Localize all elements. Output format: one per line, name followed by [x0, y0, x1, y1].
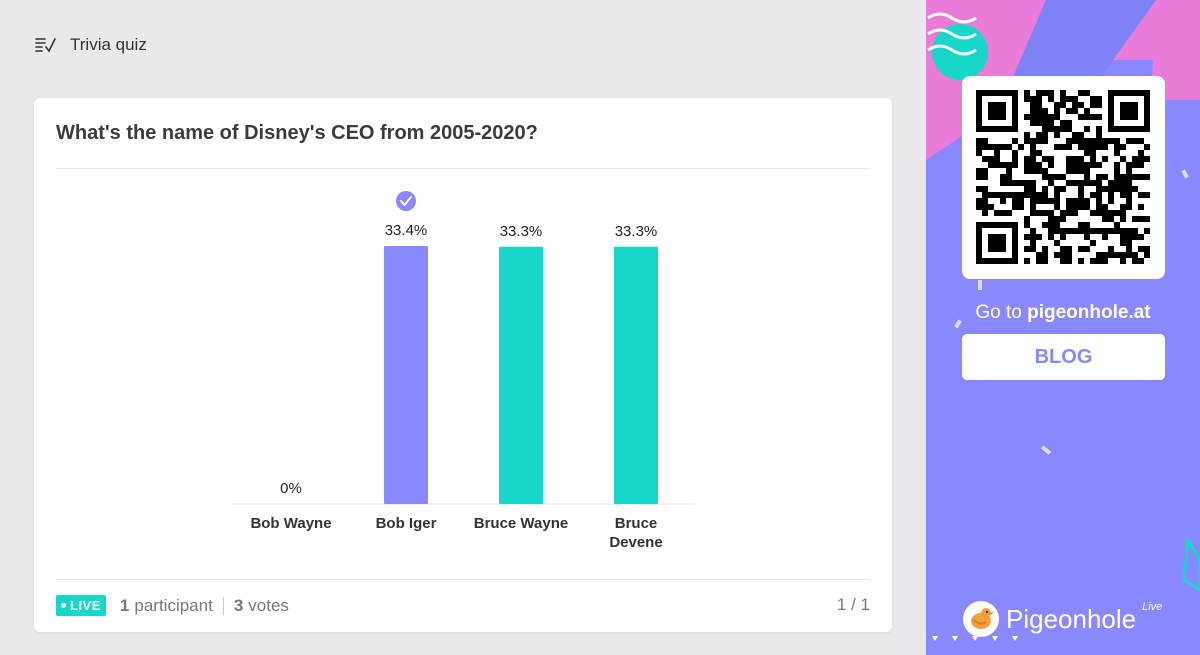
- bar-3: [614, 246, 658, 504]
- qr-code: [962, 76, 1165, 279]
- confetti: [1040, 445, 1052, 455]
- live-label: LIVE: [70, 598, 101, 613]
- pager: 1 / 1: [836, 595, 870, 614]
- live-dot-icon: [61, 603, 66, 608]
- brand-logo: Pigeonhole Live: [962, 600, 1162, 638]
- confetti: [954, 319, 962, 329]
- correct-check-icon: [396, 191, 416, 211]
- divider: [56, 168, 870, 169]
- category-label: Bruce Wayne: [474, 515, 568, 532]
- page-title: Trivia quiz: [70, 35, 147, 54]
- blog-button[interactable]: BLOG: [962, 334, 1165, 380]
- live-badge: LIVE: [56, 595, 106, 616]
- bar-2: [499, 246, 543, 504]
- main-area: Trivia quiz What's the name of Disney's …: [34, 34, 892, 632]
- pink-shape: [926, 0, 1200, 160]
- pink-corner-shape: [1151, 0, 1200, 100]
- header: Trivia quiz: [34, 34, 147, 56]
- question-card: What's the name of Disney's CEO from 200…: [34, 98, 892, 632]
- votes-count: 3: [233, 595, 244, 615]
- bar-value-label: 33.3%: [500, 223, 543, 240]
- question-text: What's the name of Disney's CEO from 200…: [56, 122, 538, 144]
- divider: [56, 579, 870, 580]
- bar-1: [384, 246, 428, 504]
- confetti: [978, 280, 982, 290]
- teal-outline-shape: [1182, 535, 1200, 592]
- wave-decoration: [927, 28, 977, 40]
- pigeon-logo-icon: [963, 601, 999, 637]
- category-label: Bob Wayne: [250, 515, 331, 532]
- results-chart: 0% Bob Wayne 33.4% Bob Iger 33.3% Bruce Wayne…: [232, 191, 694, 551]
- qr-code-icon: [976, 90, 1150, 264]
- quiz-list-icon: [35, 38, 56, 53]
- goto-text: Go to pigeonhole.at: [926, 302, 1200, 324]
- brand-sup: Live: [1142, 601, 1163, 613]
- bar-value-label: 33.3%: [615, 223, 658, 240]
- participants-label: participant: [134, 595, 213, 615]
- category-label: Bruce: [615, 515, 658, 532]
- category-label: Devene: [609, 534, 662, 551]
- bar-value-label: 33.4%: [385, 222, 428, 239]
- triangle-decoration: [932, 636, 1018, 641]
- category-label: Bob Iger: [376, 515, 437, 532]
- bar-value-label: 0%: [280, 480, 302, 497]
- participants-count: 1: [119, 595, 130, 615]
- sidebar: Go to pigeonhole.at BLOG Pigeonhole Live: [926, 0, 1200, 655]
- card-footer: LIVE 1 participant 3 votes: [56, 595, 289, 616]
- goto-prefix: Go to: [975, 302, 1022, 323]
- divider: [222, 596, 224, 615]
- confetti: [1181, 169, 1189, 179]
- brand-name: Pigeonhole: [1006, 603, 1137, 634]
- wave-decoration: [927, 12, 977, 24]
- votes-label: votes: [248, 595, 289, 615]
- wave-decoration: [927, 44, 977, 56]
- goto-domain[interactable]: pigeonhole.at: [1027, 302, 1151, 323]
